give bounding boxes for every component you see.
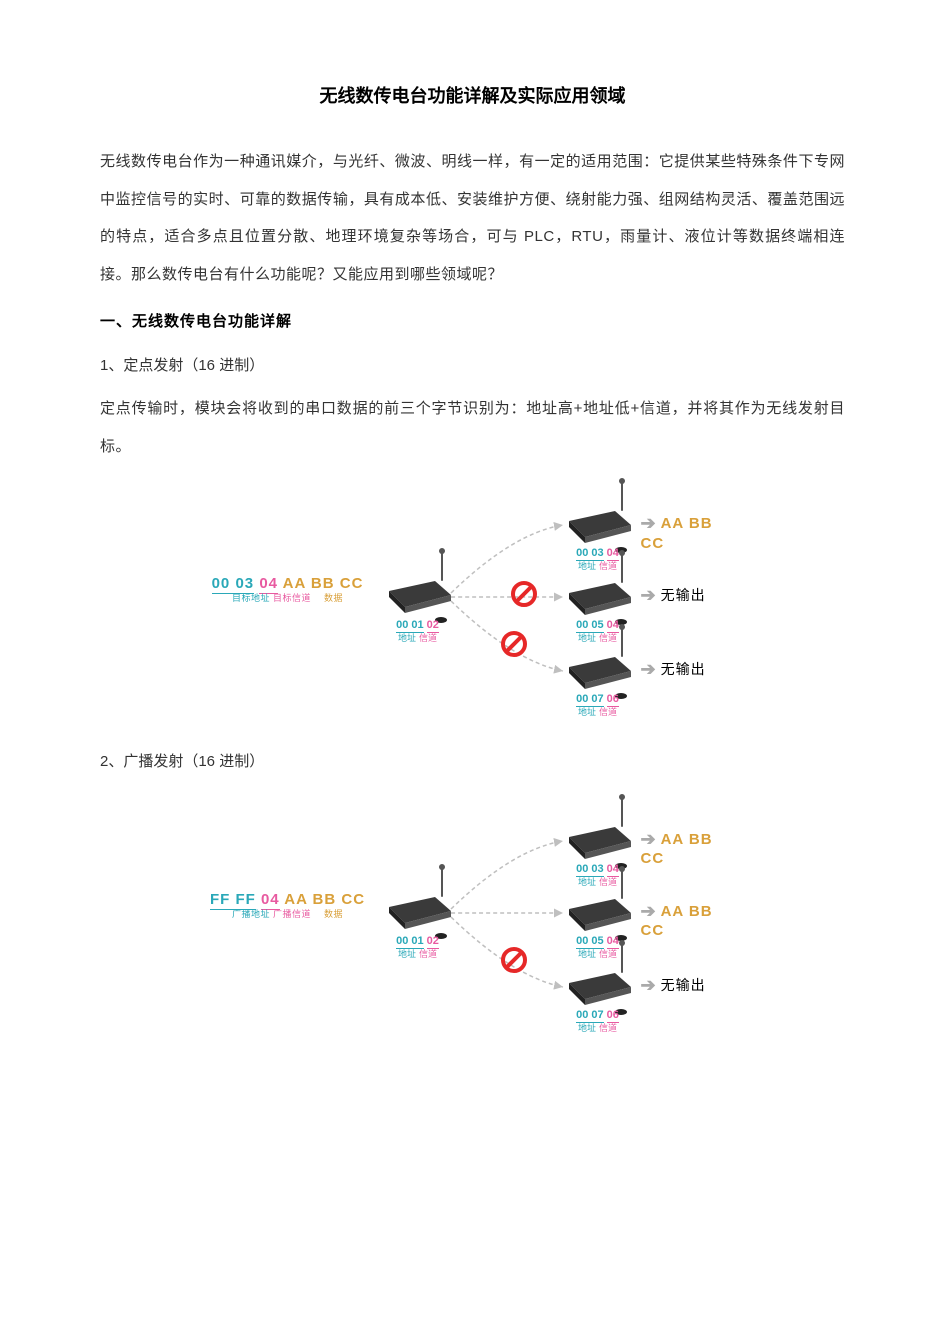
- diagram-broadcast: FF FF 04 AA BB CC 广播地址 广播信道 数据 00 01 02 …: [213, 791, 733, 1041]
- antenna-icon: [621, 943, 623, 973]
- receiver-0-output: ➔AA BB CC: [641, 829, 733, 869]
- item-2-title: 2、广播发射（16 进制）: [100, 743, 845, 781]
- src-addr-label: 广播地址: [232, 909, 270, 919]
- tx-addr: 00 01: [396, 935, 424, 949]
- tx-addr: 00 01: [396, 619, 424, 633]
- antenna-icon: [441, 867, 443, 897]
- r2-chan: 06: [607, 693, 619, 707]
- src-addr: FF FF: [210, 891, 256, 910]
- transmitter-device: [383, 889, 453, 935]
- src-data: AA BB CC: [284, 891, 365, 908]
- r1-chan-cn: 信道: [599, 633, 617, 643]
- receiver-0-label: 00 03 04 地址 信道: [553, 547, 643, 573]
- src-chan-label: 目标信道: [273, 593, 311, 603]
- r2-addr: 00 07: [576, 1009, 604, 1023]
- r0-addr: 00 03: [576, 863, 604, 877]
- tx-chan: 02: [427, 935, 439, 949]
- receiver-2-output: ➔无输出: [641, 975, 706, 997]
- r2-chan-cn: 信道: [599, 1023, 617, 1033]
- receiver-2-label: 00 07 06 地址 信道: [553, 1009, 643, 1035]
- tx-addr-cn: 地址: [398, 949, 416, 959]
- transmitter-device: [383, 573, 453, 619]
- forbidden-icon: [501, 631, 527, 657]
- r0-addr-cn: 地址: [578, 877, 596, 887]
- intro-paragraph: 无线数传电台作为一种通讯媒介，与光纤、微波、明线一样，有一定的适用范围：它提供某…: [100, 143, 845, 293]
- antenna-icon: [441, 551, 443, 581]
- tx-addr-cn: 地址: [398, 633, 416, 643]
- item-1-title: 1、定点发射（16 进制）: [100, 347, 845, 385]
- r0-chan-cn: 信道: [599, 877, 617, 887]
- r0-chan-cn: 信道: [599, 561, 617, 571]
- item-1-body: 定点传输时，模块会将收到的串口数据的前三个字节识别为：地址高+地址低+信道，并将…: [100, 390, 845, 465]
- antenna-icon: [621, 797, 623, 827]
- r1-chan: 04: [607, 619, 619, 633]
- r1-chan: 04: [607, 935, 619, 949]
- receiver-1-output: ➔AA BB CC: [641, 901, 733, 941]
- r1-addr-cn: 地址: [578, 949, 596, 959]
- src-chan: 04: [259, 575, 278, 594]
- r0-addr: 00 03: [576, 547, 604, 561]
- receiver-2-label: 00 07 06 地址 信道: [553, 693, 643, 719]
- tx-chan-cn: 信道: [419, 633, 437, 643]
- receiver-0-output: ➔AA BB CC: [641, 513, 733, 553]
- src-data-label: 数据: [324, 909, 343, 919]
- r1-addr: 00 05: [576, 619, 604, 633]
- r2-chan: 06: [607, 1009, 619, 1023]
- receiver-2-device: [563, 965, 633, 1011]
- src-data: AA BB CC: [283, 575, 364, 592]
- antenna-icon: [621, 481, 623, 511]
- receiver-0-label: 00 03 04 地址 信道: [553, 863, 643, 889]
- r0-chan: 04: [607, 547, 619, 561]
- transmitter-label: 00 01 02 地址 信道: [373, 619, 463, 645]
- tx-chan-cn: 信道: [419, 949, 437, 959]
- src-addr: 00 03: [212, 575, 255, 594]
- antenna-icon: [621, 553, 623, 583]
- src-chan-label: 广播信道: [273, 909, 311, 919]
- diagram-point-to-point: 00 03 04 AA BB CC 目标地址 目标信道 数据 00 01 02 …: [213, 475, 733, 725]
- r1-addr: 00 05: [576, 935, 604, 949]
- page-title: 无线数传电台功能详解及实际应用领域: [100, 74, 845, 119]
- receiver-1-device: [563, 891, 633, 937]
- antenna-icon: [621, 869, 623, 899]
- section-1-heading: 一、无线数传电台功能详解: [100, 303, 845, 341]
- src-data-label: 数据: [324, 593, 343, 603]
- r2-addr-cn: 地址: [578, 707, 596, 717]
- source-packet: FF FF 04 AA BB CC 广播地址 广播信道 数据: [203, 891, 373, 920]
- receiver-2-output: ➔无输出: [641, 659, 706, 681]
- r0-addr-cn: 地址: [578, 561, 596, 571]
- r2-addr: 00 07: [576, 693, 604, 707]
- src-addr-label: 目标地址: [232, 593, 270, 603]
- receiver-1-device: [563, 575, 633, 621]
- tx-chan: 02: [427, 619, 439, 633]
- r2-out: 无输出: [661, 661, 706, 677]
- transmitter-label: 00 01 02 地址 信道: [373, 935, 463, 961]
- antenna-icon: [621, 627, 623, 657]
- forbidden-icon: [501, 947, 527, 973]
- r1-chan-cn: 信道: [599, 949, 617, 959]
- receiver-2-device: [563, 649, 633, 695]
- receiver-1-label: 00 05 04 地址 信道: [553, 619, 643, 645]
- forbidden-icon: [511, 581, 537, 607]
- r2-chan-cn: 信道: [599, 707, 617, 717]
- r1-out: 无输出: [661, 587, 706, 603]
- source-packet: 00 03 04 AA BB CC 目标地址 目标信道 数据: [203, 575, 373, 604]
- receiver-1-output: ➔无输出: [641, 585, 706, 607]
- r1-addr-cn: 地址: [578, 633, 596, 643]
- receiver-0-device: [563, 819, 633, 865]
- r0-chan: 04: [607, 863, 619, 877]
- receiver-0-device: [563, 503, 633, 549]
- r2-addr-cn: 地址: [578, 1023, 596, 1033]
- r2-out: 无输出: [661, 976, 706, 992]
- receiver-1-label: 00 05 04 地址 信道: [553, 935, 643, 961]
- document-page: 无线数传电台功能详解及实际应用领域 无线数传电台作为一种通讯媒介，与光纤、微波、…: [0, 0, 945, 1337]
- src-chan: 04: [261, 891, 280, 910]
